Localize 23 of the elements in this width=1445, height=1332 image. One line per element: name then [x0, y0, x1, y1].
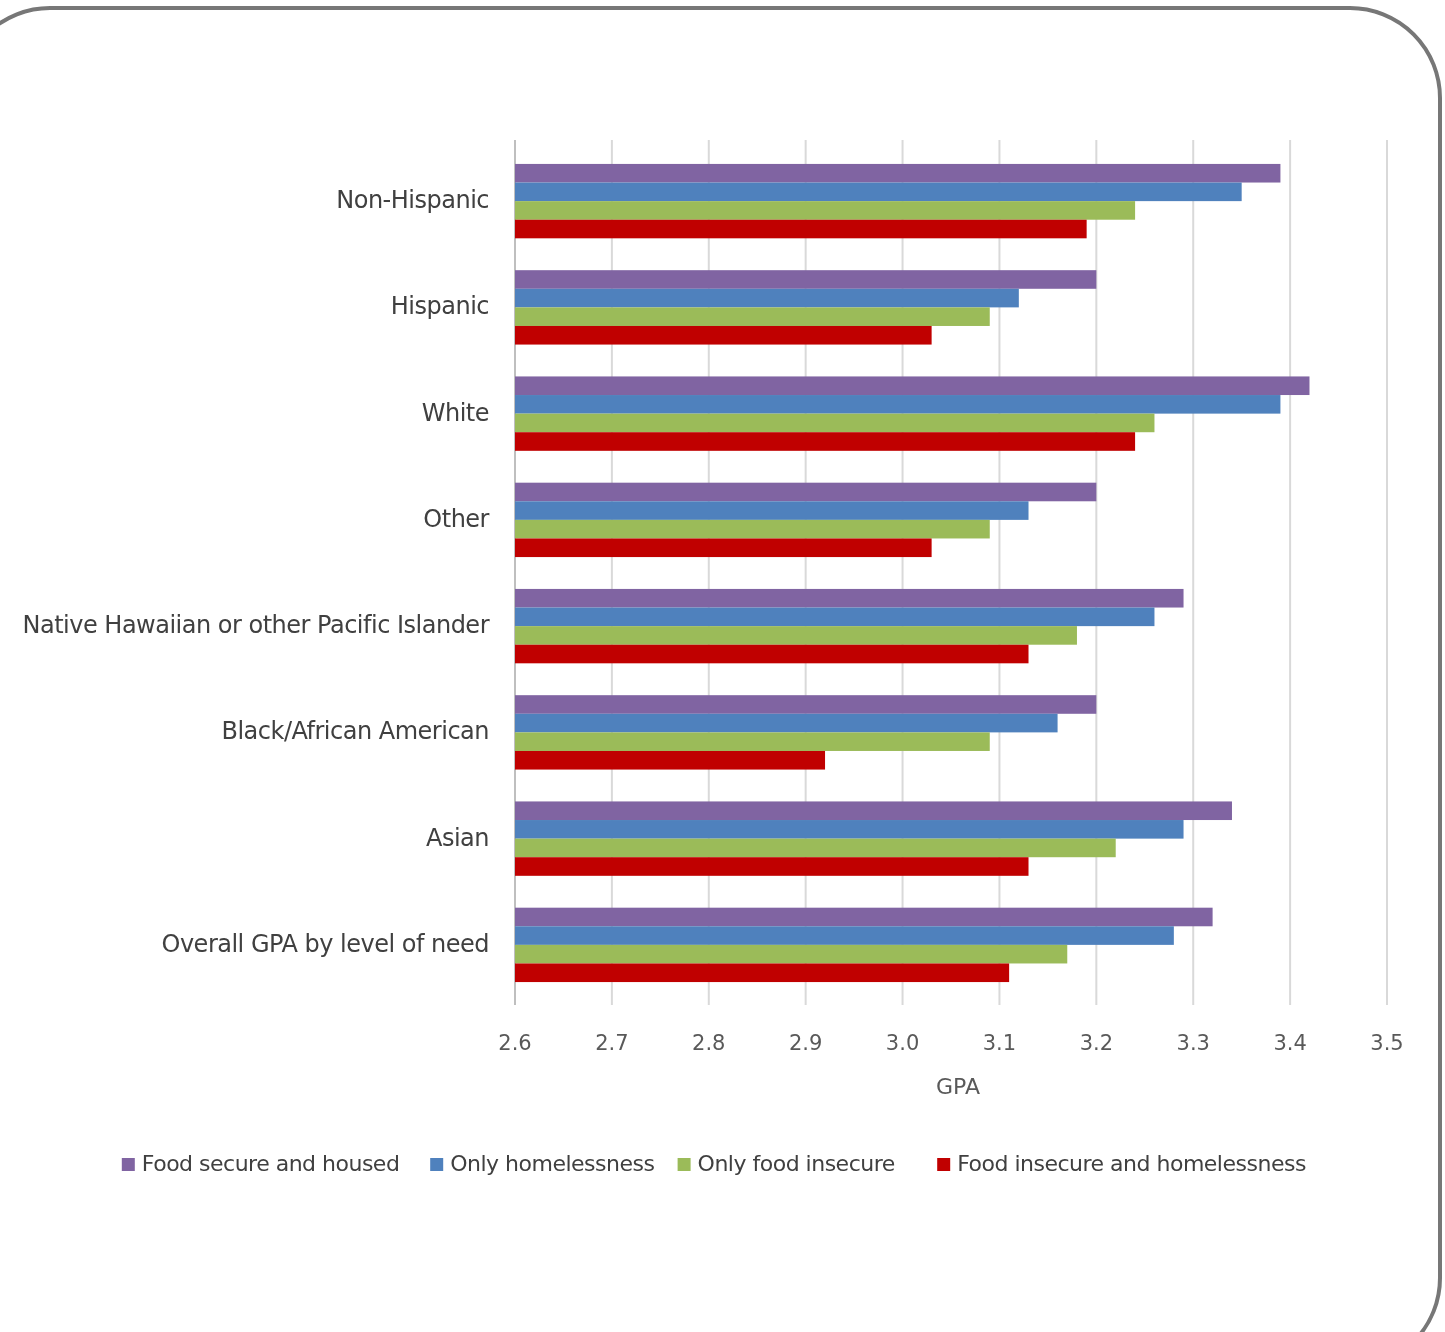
- x-tick-label: 3.3: [1176, 1031, 1210, 1055]
- y-tick-label: Black/African American: [221, 717, 489, 746]
- x-tick-label: 2.6: [498, 1031, 532, 1055]
- x-tick-label: 3.5: [1370, 1031, 1404, 1055]
- legend-label: Food insecure and homelessness: [957, 1151, 1306, 1176]
- x-tick-label: 3.2: [1079, 1031, 1114, 1055]
- y-tick-label: White: [421, 398, 489, 427]
- x-tick-label: 3.4: [1273, 1031, 1307, 1055]
- y-tick-label: Overall GPA by level of need: [161, 929, 489, 958]
- y-tick-label: Native Hawaiian or other Pacific Islander: [22, 611, 490, 640]
- x-tick-label: 2.8: [692, 1031, 726, 1055]
- x-tick-label: 2.7: [595, 1031, 629, 1055]
- x-tick-label: 3.0: [885, 1031, 920, 1055]
- legend-label: Food secure and housed: [141, 1151, 400, 1176]
- y-tick-label: Asian: [425, 823, 489, 852]
- y-tick-label: Non-Hispanic: [336, 186, 489, 215]
- x-axis-title: GPA: [936, 1074, 980, 1099]
- y-tick-label: Other: [423, 504, 490, 533]
- x-tick-label: 2.9: [788, 1031, 823, 1055]
- legend-label: Only homelessness: [450, 1151, 655, 1176]
- x-tick-label: 3.1: [982, 1031, 1017, 1055]
- legend-label: Only food insecure: [697, 1151, 895, 1176]
- y-tick-label: Hispanic: [390, 292, 489, 321]
